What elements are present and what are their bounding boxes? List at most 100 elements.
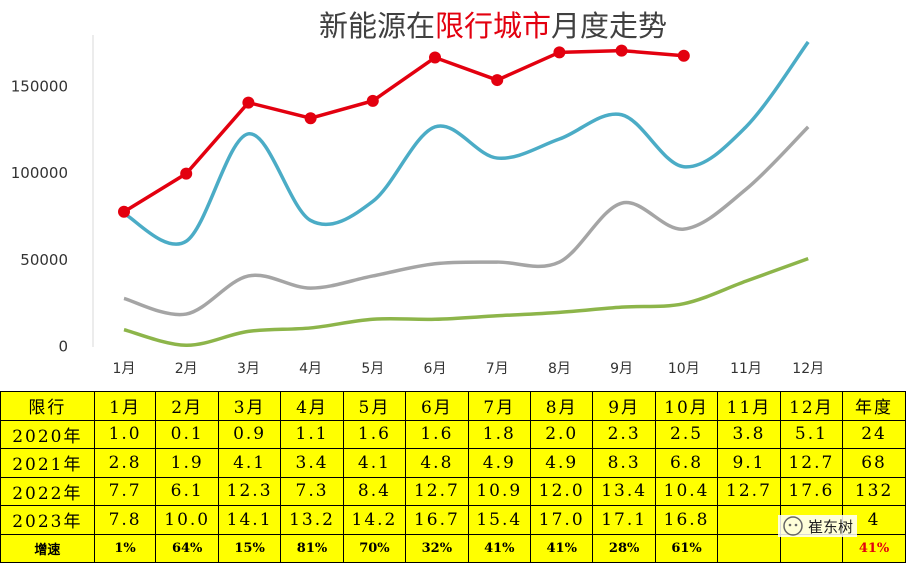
point [677, 49, 690, 62]
table-cell: 0.9 [217, 419, 282, 449]
table-cell: 1月 [93, 391, 157, 421]
table-cell: 2020年 [0, 419, 95, 449]
x-tick-label: 1月 [113, 361, 136, 377]
table-cell: 增速 [0, 533, 95, 563]
table-cell: 15.4 [467, 505, 532, 535]
y-tick-label: 50000 [20, 251, 68, 269]
x-tick-label: 6月 [424, 361, 447, 377]
table-cell: 4月 [280, 391, 344, 421]
table-cell: 41% [842, 533, 906, 563]
table-cell: 4.9 [467, 448, 532, 478]
table-cell [717, 533, 781, 563]
table-cell: 8.3 [592, 448, 656, 478]
y-tick-label: 0 [58, 338, 68, 356]
table-cell: 32% [405, 533, 469, 563]
table-row: 2020年 1.0 0.1 0.9 1.1 1.6 1.6 1.8 2.0 2.3 2.5 3.8 5.… [0, 419, 906, 449]
table-cell: 3.8 [717, 419, 781, 449]
table-cell: 1.8 [467, 419, 532, 449]
table-cell: 6.8 [654, 448, 719, 478]
point [118, 205, 130, 218]
series-line [123, 256, 809, 348]
x-tick-label: 4月 [299, 361, 322, 377]
table-cell: 年度 [842, 391, 906, 421]
table-cell: 4.8 [405, 448, 469, 478]
title-segment: 月度走势 [551, 9, 667, 43]
table-cell: 13.4 [592, 476, 656, 506]
table-cell: 14.1 [217, 505, 282, 535]
table-cell: 17.0 [529, 505, 594, 535]
watermark: 崔东树 [778, 515, 858, 537]
table-cell: 限行 [0, 391, 95, 421]
table-cell: 10.9 [467, 476, 532, 506]
table-cell: 2月 [155, 391, 219, 421]
table-cell: 7.8 [93, 505, 157, 535]
x-tick-label: 2月 [175, 361, 198, 377]
x-tick-label: 12月 [792, 361, 824, 377]
table-cell [779, 533, 844, 563]
point [429, 51, 441, 64]
table-cell: 12.3 [217, 476, 282, 506]
table-cell: 4.1 [217, 448, 282, 478]
x-tick-label: 5月 [361, 361, 384, 377]
table-cell: 61% [654, 533, 719, 563]
table-cell: 1.6 [342, 419, 407, 449]
table-cell: 24 [842, 419, 906, 449]
table-cell: 11月 [717, 391, 781, 421]
table-row: 2022年 7.7 6.1 12.3 7.3 8.4 12.7 10.9 12.0 13.4 10.… [0, 476, 906, 506]
y-tick-label: 150000 [11, 78, 68, 96]
point [304, 112, 317, 125]
table-cell: 0.1 [155, 419, 219, 449]
chart: 新能源在限行城市月度走势 0 50000 100000 150000 1月 2月 3月 4月 5… [11, 9, 824, 377]
table-cell: 7月 [467, 391, 532, 421]
chart-title: 新能源在限行城市月度走势 [319, 9, 667, 43]
table-cell: 12.7 [717, 476, 781, 506]
table-cell: 13.2 [280, 505, 344, 535]
table-cell: 1.9 [155, 448, 219, 478]
watermark-text: 崔东树 [808, 517, 854, 536]
x-tick-label: 3月 [237, 361, 260, 377]
table-cell: 9.1 [717, 448, 781, 478]
table-row: 增速 1% 64% 15% 81% 70% 32% 41% 41% 28% 61% 41% [0, 533, 906, 563]
table-cell: 41% [529, 533, 594, 563]
table-cell: 2.8 [93, 448, 157, 478]
table-cell: 2022年 [0, 476, 95, 506]
table-cell: 2.0 [529, 419, 594, 449]
table-cell: 12月 [779, 391, 844, 421]
table-cell: 3.4 [280, 448, 344, 478]
table-cell: 12.7 [405, 476, 469, 506]
title-segment: 新能源在 [319, 9, 435, 43]
x-tick-label: 9月 [610, 361, 633, 377]
table-cell: 2023年 [0, 505, 95, 535]
table-cell: 2021年 [0, 448, 95, 478]
series-line [123, 125, 810, 317]
table-cell: 3月 [217, 391, 282, 421]
table-cell: 12.7 [779, 448, 844, 478]
series-line [123, 40, 810, 246]
table-cell: 10.0 [155, 505, 219, 535]
table-cell: 16.8 [654, 505, 719, 535]
table-cell: 1% [93, 533, 157, 563]
point [242, 96, 255, 109]
x-tick-label: 11月 [730, 361, 762, 377]
table-cell: 5月 [342, 391, 407, 421]
table-cell: 1.1 [280, 419, 344, 449]
table-cell: 2.5 [654, 419, 719, 449]
table-cell: 7.3 [280, 476, 344, 506]
table-cell: 2.3 [592, 419, 656, 449]
y-tick-label: 100000 [11, 164, 68, 182]
point [366, 94, 379, 107]
table-cell [717, 505, 781, 535]
table-cell: 70% [342, 533, 407, 563]
table-cell: 28% [592, 533, 656, 563]
series-line [123, 48, 684, 214]
data-table: 限行 1月 2月 3月 4月 5月 6月 7月 8月 9月 10月 11月 12月 年度 2020年 1.0 0… [0, 391, 906, 563]
table-cell: 4.1 [342, 448, 407, 478]
table-cell: 1.0 [93, 419, 157, 449]
table-cell: 64% [155, 533, 219, 563]
table-row: 2021年 2.8 1.9 4.1 3.4 4.1 4.8 4.9 4.9 8.3 6.8 9.1 12… [0, 448, 906, 478]
table-cell: 10月 [654, 391, 719, 421]
table-cell: 41% [467, 533, 532, 563]
title-segment: 限行城市 [435, 9, 551, 43]
table-cell: 14.2 [342, 505, 407, 535]
